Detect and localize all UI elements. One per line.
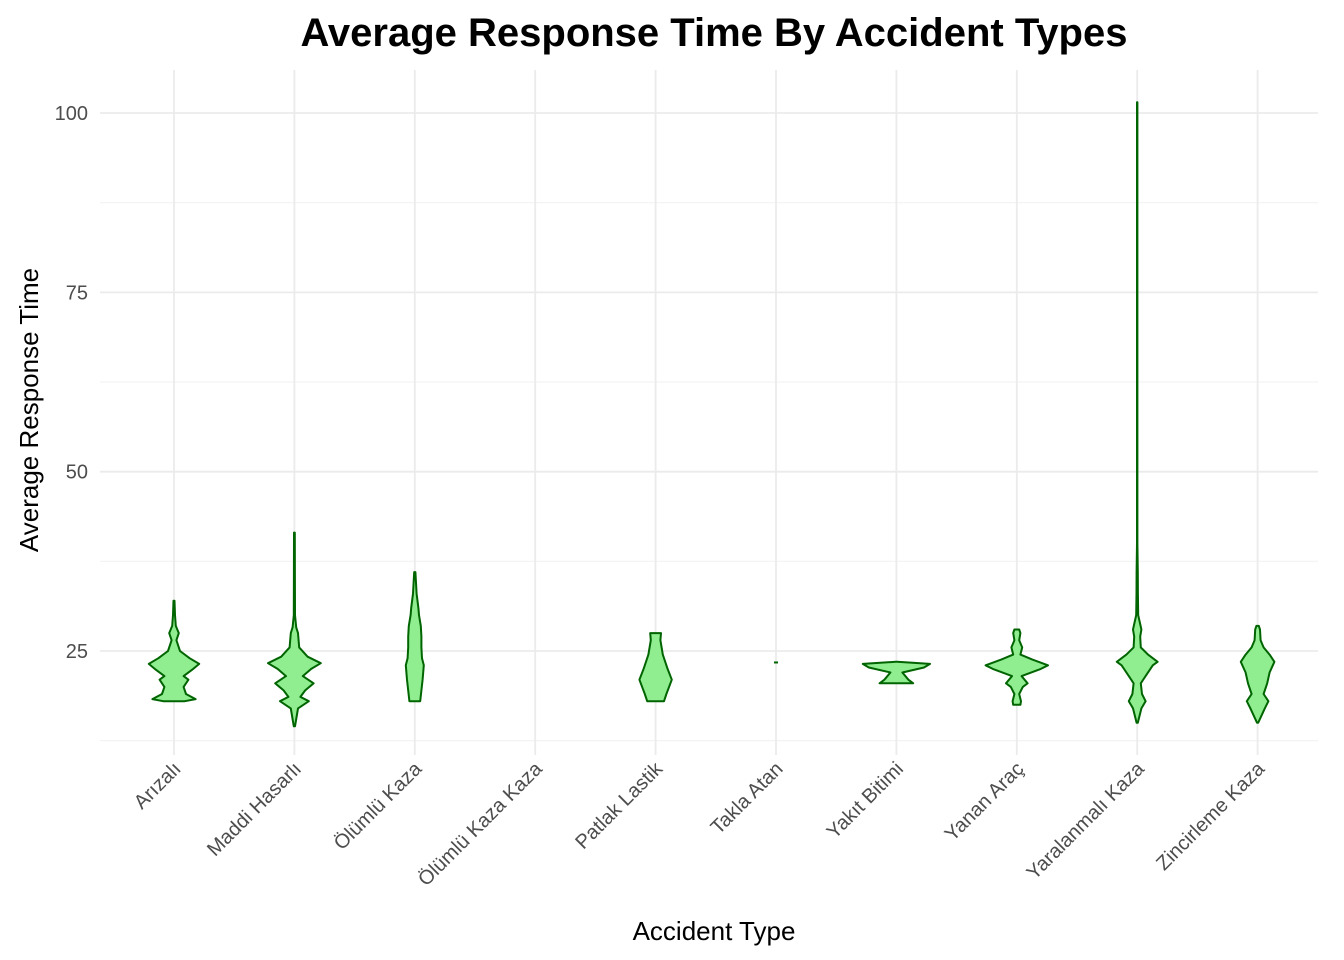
x-tick-label: Takla Atan	[707, 758, 788, 839]
violin-1	[267, 531, 322, 728]
x-tick-label: Patlak Lastik	[571, 757, 667, 853]
y-axis-ticks: 25 50 75 100	[55, 103, 88, 663]
x-tick-label: Maddi Hasarlı	[203, 758, 306, 861]
y-tick-label: 100	[55, 103, 88, 125]
gridlines	[100, 70, 1318, 755]
x-tick-label: Ölümlü Kaza Kaza	[414, 757, 547, 890]
x-tick-label: Yanan Araç	[941, 758, 1029, 846]
y-tick-label: 75	[66, 282, 88, 304]
y-tick-label: 50	[66, 462, 88, 484]
violin-9	[1239, 624, 1276, 724]
violin-8	[1115, 101, 1159, 724]
violin-6	[861, 660, 931, 685]
x-tick-label: Zincirleme Kaza	[1152, 757, 1270, 875]
chart-title: Average Response Time By Accident Types	[301, 11, 1128, 55]
y-axis-label: Average Response Time	[14, 268, 44, 552]
y-tick-label: 25	[66, 641, 88, 663]
violin-2	[404, 571, 425, 703]
violin-7	[984, 628, 1049, 706]
x-axis-label: Accident Type	[633, 916, 796, 946]
violin-0	[147, 599, 201, 703]
x-tick-label: Ölümlü Kaza	[330, 757, 427, 854]
violin-4	[638, 632, 673, 703]
x-tick-label: Yakıt Bitimi	[823, 758, 908, 843]
x-tick-label: Arızalı	[130, 758, 186, 814]
x-tick-label: Yaralanmalı Kaza	[1023, 757, 1150, 884]
violins	[147, 101, 1276, 728]
